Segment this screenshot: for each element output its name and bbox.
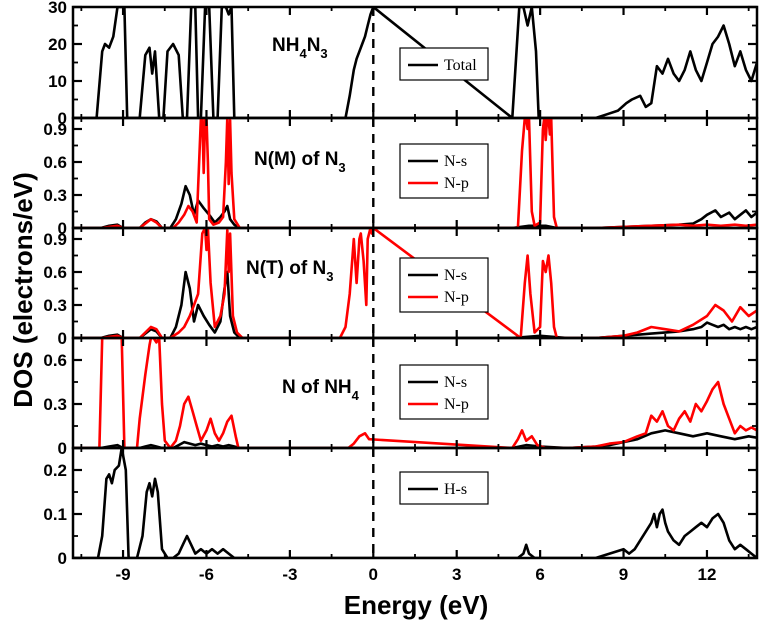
y-tick-label: 0.1 [43, 505, 67, 524]
series-line-total [73, 7, 757, 118]
panel-title-subscript: 3 [320, 46, 327, 61]
panel-total: 0 10 20 30 NH4N3 Total [48, 0, 759, 128]
x-axis-title: Energy (eV) [344, 590, 489, 620]
panel-h: 0 0.1 0.2 H-s [43, 446, 759, 568]
y-tick-label: 0.6 [43, 263, 67, 282]
y-tick-label: 0 [58, 109, 67, 128]
y-tick-label: 0.9 [43, 230, 67, 249]
legend-label: N-p [444, 396, 469, 413]
legend-label: N-p [444, 289, 469, 306]
y-tick-label: 0.3 [43, 395, 67, 414]
series-line-h-s [73, 448, 757, 558]
series-line-n-p [73, 228, 757, 338]
x-tick-label: 12 [697, 565, 716, 584]
panel-title: N of NH4 [282, 377, 360, 403]
y-tick-label: 20 [48, 35, 67, 54]
x-tick-label: 9 [619, 565, 628, 584]
legend-label: H-s [444, 481, 467, 498]
y-tick-label: 0.3 [43, 296, 67, 315]
panel-title-base: N of NH [282, 377, 352, 398]
panel-n-middle: 0 0.3 0.6 0.9 N(M) of N3 N-s N-p [43, 116, 759, 238]
panel-title: N(M) of N3 [254, 149, 346, 175]
x-tick-label: 0 [369, 565, 378, 584]
panel-title-subscript: 4 [352, 388, 360, 403]
y-tick-label: 0.2 [43, 461, 67, 480]
y-tick-label: 30 [48, 0, 67, 17]
x-tick-label: -6 [199, 565, 214, 584]
y-tick-label: 0 [58, 329, 67, 348]
legend-label: N-s [444, 374, 467, 391]
series-line-n-s [73, 270, 757, 338]
panel-title-base: N(T) of N [246, 258, 326, 279]
y-tick-label: 10 [48, 72, 67, 91]
y-tick-label: 0.9 [43, 120, 67, 139]
panel-n-terminal: 0 0.3 0.6 0.9 N(T) of N3 N-s N-p [43, 226, 759, 348]
legend-label: N-s [444, 267, 467, 284]
y-tick-label: 0.6 [43, 351, 67, 370]
legend-label: N-s [444, 153, 467, 170]
panel-title-base: N(M) of N [254, 149, 338, 170]
y-tick-label: 0 [58, 439, 67, 458]
x-tick-label: -9 [115, 565, 130, 584]
legend-box [399, 364, 489, 420]
legend-label: N-p [444, 175, 469, 192]
x-tick-label: 6 [535, 565, 544, 584]
panel-title-mid: N [307, 35, 321, 56]
y-tick-label: 0 [58, 219, 67, 238]
legend-box [399, 143, 489, 199]
panel-title-base: NH [272, 35, 299, 56]
y-tick-label: 0.3 [43, 186, 67, 205]
panel-title-subscript: 3 [338, 160, 345, 175]
legend-label: Total [444, 57, 477, 74]
y-tick-label: 0 [58, 549, 67, 568]
x-tick-label: -3 [282, 565, 297, 584]
legend-box [399, 257, 489, 313]
panel-title-subscript: 4 [299, 46, 307, 61]
panel-title-subscript: 3 [326, 269, 333, 284]
panel-title: NH4N3 [272, 35, 328, 61]
y-tick-label: 0.6 [43, 153, 67, 172]
series-line-n-s [73, 429, 757, 448]
y-axis-title: DOS (electrons/eV) [8, 172, 38, 408]
panel-title: N(T) of N3 [246, 258, 333, 284]
series-line-n-p [73, 338, 757, 448]
panel-n-ammonium: 0 0.3 0.6 N of NH4 N-s N-p [43, 336, 759, 458]
x-tick-label: 3 [452, 565, 461, 584]
